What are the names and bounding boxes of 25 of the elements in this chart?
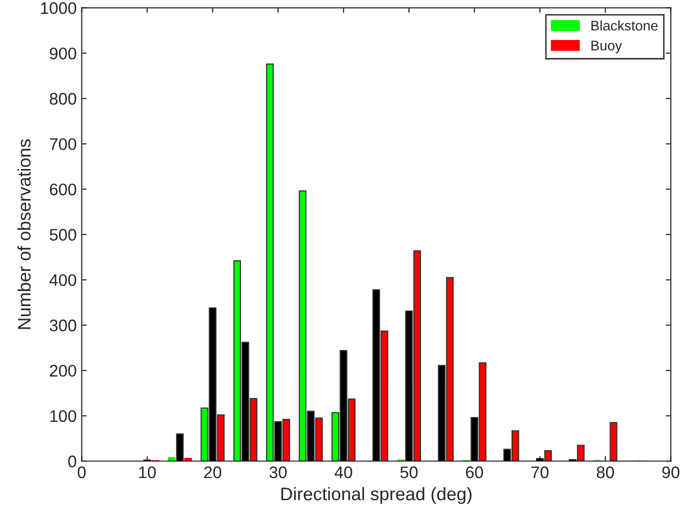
x-tick-label: 10 bbox=[139, 466, 156, 478]
x-tick-label: 40 bbox=[334, 466, 352, 478]
x-tick-label: 50 bbox=[400, 466, 418, 478]
y-tick-label: 400 bbox=[49, 274, 76, 286]
y-tick-label: 1000 bbox=[41, 2, 76, 14]
y-tick-label: 200 bbox=[50, 364, 76, 377]
y-tick-label: 800 bbox=[50, 92, 76, 105]
x-tick-label: 90 bbox=[662, 466, 680, 478]
x-tick-label: 60 bbox=[466, 466, 484, 478]
x-axis-title: Directional spread (deg) bbox=[281, 487, 472, 504]
x-tick-label: 20 bbox=[204, 466, 222, 478]
x-tick-label: 80 bbox=[596, 466, 614, 478]
legend-label: Blackstone bbox=[591, 20, 658, 31]
y-tick-label: 900 bbox=[50, 48, 76, 60]
y-axis-title: Number of observations bbox=[17, 139, 31, 329]
y-tick-label: 0 bbox=[68, 456, 76, 468]
legend-label: Buoy bbox=[591, 40, 622, 54]
y-tick-label: 500 bbox=[50, 228, 76, 241]
y-tick-label: 300 bbox=[50, 320, 76, 332]
y-tick-label: 700 bbox=[50, 138, 76, 150]
x-tick-label: 0 bbox=[78, 466, 86, 478]
x-tick-label: 30 bbox=[269, 466, 287, 478]
y-tick-label: 600 bbox=[50, 184, 76, 196]
y-tick-label: 100 bbox=[50, 410, 76, 422]
x-tick-label: 70 bbox=[531, 466, 548, 478]
